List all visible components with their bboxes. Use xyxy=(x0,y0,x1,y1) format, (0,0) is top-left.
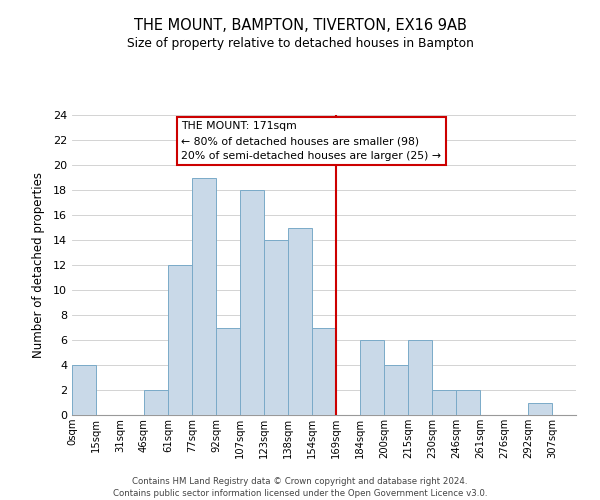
Bar xyxy=(528,402,552,415)
Bar xyxy=(408,340,432,415)
Bar xyxy=(288,228,312,415)
Bar xyxy=(384,365,408,415)
Text: THE MOUNT: 171sqm
← 80% of detached houses are smaller (98)
20% of semi-detached: THE MOUNT: 171sqm ← 80% of detached hous… xyxy=(181,121,441,161)
Text: Contains public sector information licensed under the Open Government Licence v3: Contains public sector information licen… xyxy=(113,489,487,498)
Bar xyxy=(144,390,168,415)
Text: Contains HM Land Registry data © Crown copyright and database right 2024.: Contains HM Land Registry data © Crown c… xyxy=(132,478,468,486)
Bar xyxy=(456,390,480,415)
Bar xyxy=(192,178,216,415)
Bar xyxy=(360,340,384,415)
Text: THE MOUNT, BAMPTON, TIVERTON, EX16 9AB: THE MOUNT, BAMPTON, TIVERTON, EX16 9AB xyxy=(134,18,466,32)
Bar xyxy=(432,390,456,415)
Bar xyxy=(264,240,288,415)
Bar xyxy=(240,190,264,415)
Bar xyxy=(72,365,96,415)
Y-axis label: Number of detached properties: Number of detached properties xyxy=(32,172,44,358)
Bar xyxy=(216,328,240,415)
Bar xyxy=(168,265,192,415)
Bar xyxy=(312,328,336,415)
Text: Size of property relative to detached houses in Bampton: Size of property relative to detached ho… xyxy=(127,38,473,51)
